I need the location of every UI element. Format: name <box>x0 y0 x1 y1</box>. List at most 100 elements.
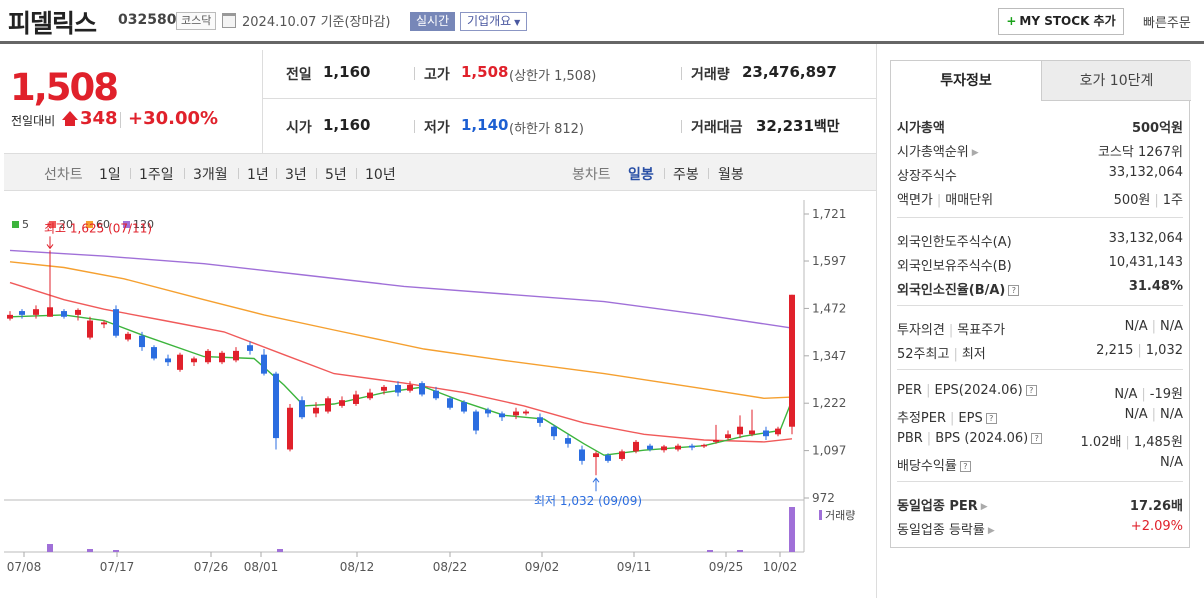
candle-body <box>151 347 157 359</box>
help-icon[interactable]: ? <box>1031 433 1043 444</box>
add-mystock-button[interactable]: + MY STOCK 추가 <box>998 8 1124 35</box>
divider <box>708 168 709 179</box>
candle-body <box>605 455 611 461</box>
divider <box>414 67 415 80</box>
candle-weekly[interactable]: 주봉 <box>673 167 699 183</box>
amount-number: 32,231 <box>756 117 814 135</box>
candle-body <box>433 390 439 399</box>
period-5y[interactable]: 5년 <box>325 167 347 183</box>
y-tick-label: 1,721 <box>812 207 846 221</box>
candle-body <box>87 320 93 338</box>
invest-row-value: 1.02배 | 1,485원 <box>1081 431 1183 450</box>
invest-row: 외국인소진율(B/A)? 31.48% <box>897 277 1183 299</box>
candle-body <box>395 385 401 393</box>
candle-body <box>273 373 279 439</box>
invest-row-label: PBR <box>897 431 923 446</box>
x-tick-label: 08/22 <box>433 560 468 574</box>
pipe-divider: | <box>953 347 958 362</box>
realtime-button[interactable]: 실시간 <box>410 12 456 31</box>
period-10y[interactable]: 10년 <box>365 167 396 183</box>
volume-bar <box>737 550 743 552</box>
tab-quote-10[interactable]: 호가 10단계 <box>1041 61 1191 101</box>
invest-row: PER | EPS(2024.06)? N/A | -19원 <box>897 381 1183 403</box>
candle-body <box>419 383 425 395</box>
invest-row: PBR | BPS (2024.06)? 1.02배 | 1,485원 <box>897 429 1183 451</box>
candle-body <box>593 453 599 458</box>
tab-invest-info[interactable]: 투자정보 <box>891 61 1041 101</box>
company-overview-button[interactable]: 기업개요 ▼ <box>460 12 528 31</box>
stock-code: 032580 <box>118 12 177 28</box>
invest-row-value: 10,431,143 <box>1109 255 1183 270</box>
invest-row-label-2: EPS <box>958 411 983 426</box>
period-3y[interactable]: 3년 <box>285 167 307 183</box>
candle-body <box>313 407 319 414</box>
candle-body <box>775 428 781 435</box>
invest-row: 52주최고 | 최저 2,215 | 1,032 <box>897 341 1183 363</box>
invest-row: 상장주식수 33,132,064 <box>897 163 1183 185</box>
help-icon[interactable]: ? <box>959 461 971 472</box>
candle-body <box>661 446 667 451</box>
invest-row: 동일업종 등락률 ▶ +2.09% <box>897 517 1183 539</box>
y-tick-label: 1,472 <box>812 301 846 315</box>
open-value: 1,160 <box>323 116 371 134</box>
quick-order-link[interactable]: 빠른주문 <box>1143 16 1191 31</box>
divider <box>876 44 877 598</box>
divider <box>414 120 415 133</box>
market-badge: 코스닥 <box>176 12 217 30</box>
candle-monthly[interactable]: 월봉 <box>718 167 744 183</box>
invest-row-key: 외국인한도주식수(A) <box>897 231 1012 250</box>
invest-row-key: 투자의견 | 목표주가 <box>897 319 1005 338</box>
invest-row-value-1: 2,215 <box>1096 343 1134 358</box>
y-tick-label: 1,222 <box>812 396 846 410</box>
y-tick-label: 972 <box>812 491 835 505</box>
period-1y[interactable]: 1년 <box>247 167 269 183</box>
candle-body <box>325 398 331 412</box>
candle-daily[interactable]: 일봉 <box>628 167 654 183</box>
candle-body <box>763 430 769 437</box>
legend-swatch <box>123 221 130 228</box>
legend-swatch <box>12 221 19 228</box>
divider <box>120 112 121 128</box>
period-1w[interactable]: 1주일 <box>139 167 174 183</box>
help-icon[interactable]: ? <box>1025 385 1037 396</box>
candle-body <box>551 426 557 437</box>
candle-body <box>299 400 305 418</box>
volume-bar <box>789 507 795 552</box>
invest-row-key[interactable]: 동일업종 등락률 ▶ <box>897 519 995 538</box>
invest-row-value: 33,132,064 <box>1109 231 1183 246</box>
invest-row-key[interactable]: 동일업종 PER ▶ <box>897 495 988 514</box>
candle-body <box>565 438 571 444</box>
invest-row-value-1: 1.02배 <box>1080 435 1122 450</box>
legend-label: 5 <box>22 218 29 231</box>
base-date: 2024.10.07 기준(장마감) <box>242 15 391 30</box>
up-arrow-icon <box>62 111 78 120</box>
help-icon[interactable]: ? <box>985 413 997 424</box>
divider <box>897 217 1183 218</box>
invest-row-label: 시가총액순위 <box>897 145 969 160</box>
invest-row-key: 배당수익률? <box>897 455 971 474</box>
invest-row-value-1: N/A <box>1160 455 1183 470</box>
invest-row-value-1: 10,431,143 <box>1108 255 1183 270</box>
invest-row-value-1: 17.26배 <box>1129 499 1183 514</box>
invest-row-key: PER | EPS(2024.06)? <box>897 383 1037 398</box>
period-3m[interactable]: 3개월 <box>193 167 228 183</box>
candle-body <box>205 350 211 363</box>
invest-row-key[interactable]: 시가총액순위 ▶ <box>897 141 979 160</box>
stock-name: 피델릭스 <box>8 9 97 38</box>
invest-row-label: 시가총액 <box>897 121 945 136</box>
upper-limit: (상한가 1,508) <box>509 69 597 84</box>
candle-body <box>701 444 707 447</box>
price-change: 348 <box>80 108 118 129</box>
invest-row-label: 투자의견 <box>897 323 945 338</box>
invest-row-key: 외국인소진율(B/A)? <box>897 279 1020 298</box>
invest-row-value: 500억원 <box>1132 117 1183 136</box>
pipe-divider: | <box>926 431 932 446</box>
candle-body <box>125 333 131 340</box>
legend-label: 20 <box>59 218 73 231</box>
help-icon[interactable]: ? <box>1008 285 1020 296</box>
candle-body <box>19 311 25 315</box>
invest-row-label: 배당수익률 <box>897 459 957 474</box>
candle-body <box>523 411 529 414</box>
period-1d[interactable]: 1일 <box>99 167 121 183</box>
divider <box>276 168 277 179</box>
